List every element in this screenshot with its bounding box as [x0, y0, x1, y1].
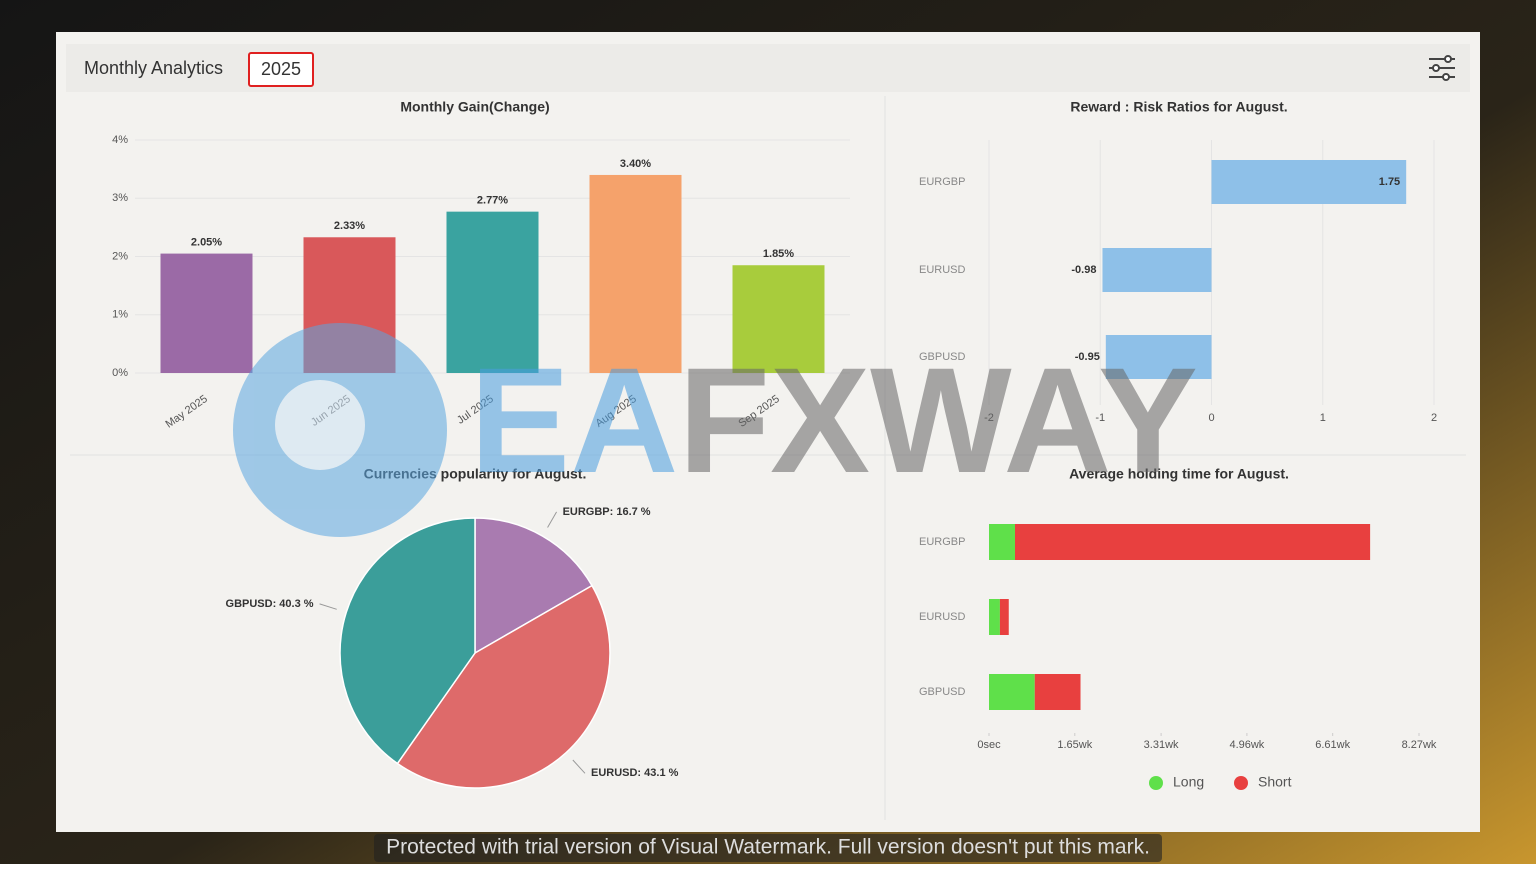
leader-line — [572, 759, 586, 774]
bar — [1211, 160, 1407, 204]
robot-face — [275, 380, 365, 470]
data-label: 3.40% — [620, 158, 651, 170]
bar — [732, 265, 825, 373]
bar — [589, 174, 682, 373]
x-tick-label: 0sec — [977, 739, 1001, 751]
chart-title: Average holding time for August. — [1069, 466, 1289, 482]
charts: Monthly Gain(Change)0%1%2%3%4%2.05%May 2… — [112, 99, 1437, 790]
data-label: -0.95 — [1075, 351, 1100, 363]
bar — [446, 211, 539, 373]
year-value[interactable]: 2025 — [261, 59, 301, 79]
x-tick-label: 0 — [1208, 412, 1214, 424]
y-tick-label: 3% — [112, 192, 128, 204]
bar — [1102, 248, 1212, 292]
x-tick-label: -2 — [984, 412, 994, 424]
x-tick-label: 8.27wk — [1402, 739, 1437, 751]
y-tick-label: EURGBP — [919, 176, 965, 188]
x-tick-label: 1.65wk — [1057, 739, 1092, 751]
y-tick-label: EURUSD — [919, 611, 966, 623]
x-tick-label: 6.61wk — [1315, 739, 1350, 751]
legend-label: Short — [1258, 774, 1292, 790]
data-label: 1.85% — [763, 248, 794, 260]
data-label: 2.77% — [477, 195, 508, 207]
chart-title: Monthly Gain(Change) — [400, 99, 549, 115]
robot-icon — [233, 323, 447, 537]
watermark-a: EA — [470, 336, 678, 504]
bar — [1105, 335, 1212, 379]
y-tick-label: GBPUSD — [919, 351, 966, 363]
y-tick-label: 4% — [112, 134, 128, 146]
bar-segment — [989, 674, 1035, 710]
leader-line — [547, 511, 558, 528]
notice: Protected with trial version of Visual W… — [386, 836, 1150, 859]
bar — [160, 253, 253, 373]
bar-segment — [999, 599, 1009, 635]
pie-slice — [474, 517, 594, 655]
y-tick-label: 0% — [112, 367, 128, 379]
x-tick-label: 1 — [1320, 412, 1326, 424]
legend-swatch — [1149, 776, 1163, 790]
y-tick-label: 2% — [112, 250, 128, 262]
legend-swatch — [1234, 776, 1248, 790]
year-select[interactable] — [248, 52, 314, 87]
notice-bg — [374, 834, 1162, 862]
pie-slice — [339, 517, 476, 765]
y-tick-label: 1% — [112, 309, 128, 321]
data-label: EURUSD: 43.1 % — [591, 767, 679, 779]
x-tick-label: 4.96wk — [1229, 739, 1264, 751]
data-label: EURGBP: 16.7 % — [563, 506, 651, 518]
data-label: GBPUSD: 40.3 % — [226, 598, 314, 610]
watermark: EAFXWAY — [233, 323, 1198, 537]
bar-segment — [1034, 674, 1081, 710]
pie-slice — [396, 584, 611, 789]
watermark-text: EAFXWAY — [470, 336, 1198, 504]
y-tick-label: EURUSD — [919, 264, 966, 276]
leader-line — [319, 603, 337, 610]
x-tick-label: 3.31wk — [1144, 739, 1179, 751]
x-tick-label: 2 — [1431, 412, 1437, 424]
settings-icon[interactable] — [1429, 55, 1455, 81]
chart-title: Reward : Risk Ratios for August. — [1070, 99, 1287, 115]
bar-segment — [989, 599, 1000, 635]
x-tick-label: -1 — [1095, 412, 1105, 424]
data-label: 2.05% — [191, 236, 222, 248]
y-tick-label: GBPUSD — [919, 686, 966, 698]
header-title: Monthly Analytics — [84, 58, 223, 78]
bar-segment — [989, 524, 1015, 560]
watermark-b: FXWAY — [678, 336, 1198, 504]
data-label: -0.98 — [1071, 264, 1096, 276]
bar-segment — [1014, 524, 1371, 560]
y-tick-label: EURGBP — [919, 536, 965, 548]
data-label: 2.33% — [334, 220, 365, 232]
data-label: 1.75 — [1379, 176, 1400, 188]
legend-label: Long — [1173, 774, 1204, 790]
